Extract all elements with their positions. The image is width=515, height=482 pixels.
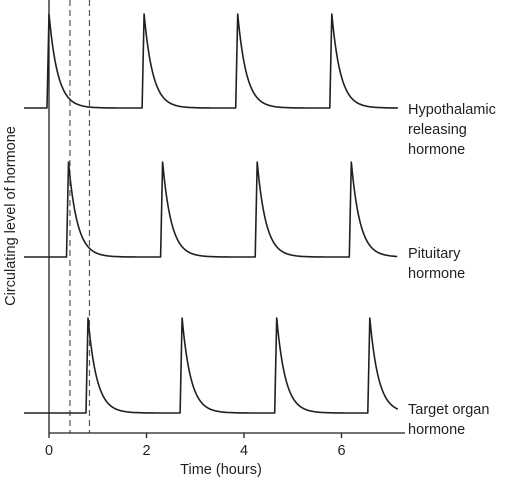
x-tick-label: 6 [337, 443, 345, 459]
x-tick-label: 4 [240, 443, 248, 459]
x-tick-label: 2 [142, 443, 150, 459]
series-line-3 [24, 317, 399, 414]
reference-lines [69, 0, 91, 433]
series-label-2-line-1: Pituitary [408, 246, 461, 262]
series-lines [24, 13, 399, 414]
x-ticks: 0 2 4 6 [45, 433, 346, 459]
x-axis-title: Time (hours) [180, 462, 262, 478]
series-label-1-line-2: releasing [408, 122, 467, 138]
series-labels: Hypothalamic releasing hormone Pituitary hor… [408, 102, 496, 438]
series-line-2 [24, 161, 398, 258]
series-label-1-line-1: Hypothalamic [408, 102, 496, 118]
series-label-2-line-2: hormone [408, 266, 465, 282]
series-label-3-line-2: hormone [408, 422, 465, 438]
series-label-1-line-3: hormone [408, 142, 465, 158]
series-line-1 [24, 13, 398, 109]
series-label-3-line-1: Target organ [408, 402, 489, 418]
x-tick-label: 0 [45, 443, 53, 459]
y-axis-title: Circulating level of hormone [3, 126, 19, 306]
